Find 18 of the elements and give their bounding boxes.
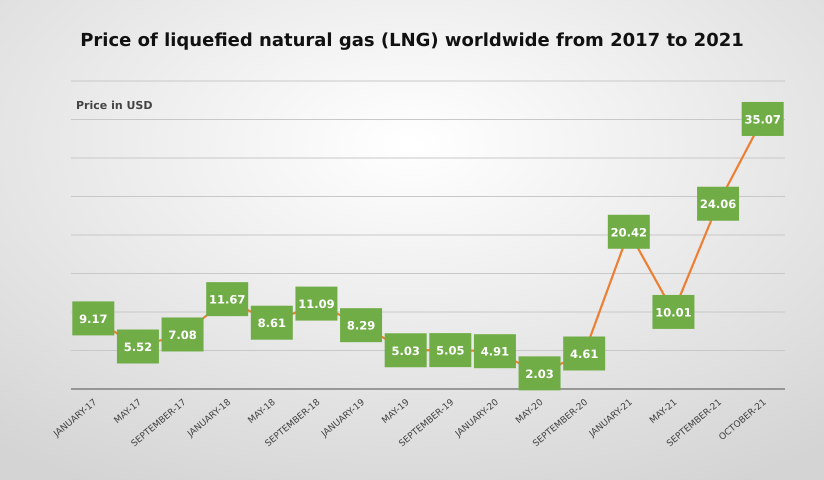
data-label: 5.03 bbox=[392, 344, 420, 358]
data-label: 35.07 bbox=[744, 112, 781, 126]
y-axis-title: Price in USD bbox=[76, 99, 152, 112]
data-label: 11.09 bbox=[298, 297, 335, 312]
data-label: 4.91 bbox=[480, 344, 510, 359]
data-label: 4.61 bbox=[570, 347, 598, 362]
data-label: 10.01 bbox=[655, 305, 692, 320]
data-label: 8.61 bbox=[258, 316, 286, 330]
data-label: 11.67 bbox=[208, 292, 246, 307]
data-label: 24.06 bbox=[700, 197, 736, 212]
data-label: 20.42 bbox=[610, 225, 648, 240]
data-label: 9.17 bbox=[79, 312, 108, 326]
data-label: 5.52 bbox=[124, 340, 152, 354]
data-label: 8.29 bbox=[346, 318, 376, 333]
data-label: 2.03 bbox=[525, 366, 554, 381]
data-label: 5.05 bbox=[436, 344, 464, 358]
chart-title: Price of liquefied natural gas (LNG) worldwide from 2017 to 2021 bbox=[80, 30, 744, 51]
data-label: 7.08 bbox=[168, 328, 197, 342]
